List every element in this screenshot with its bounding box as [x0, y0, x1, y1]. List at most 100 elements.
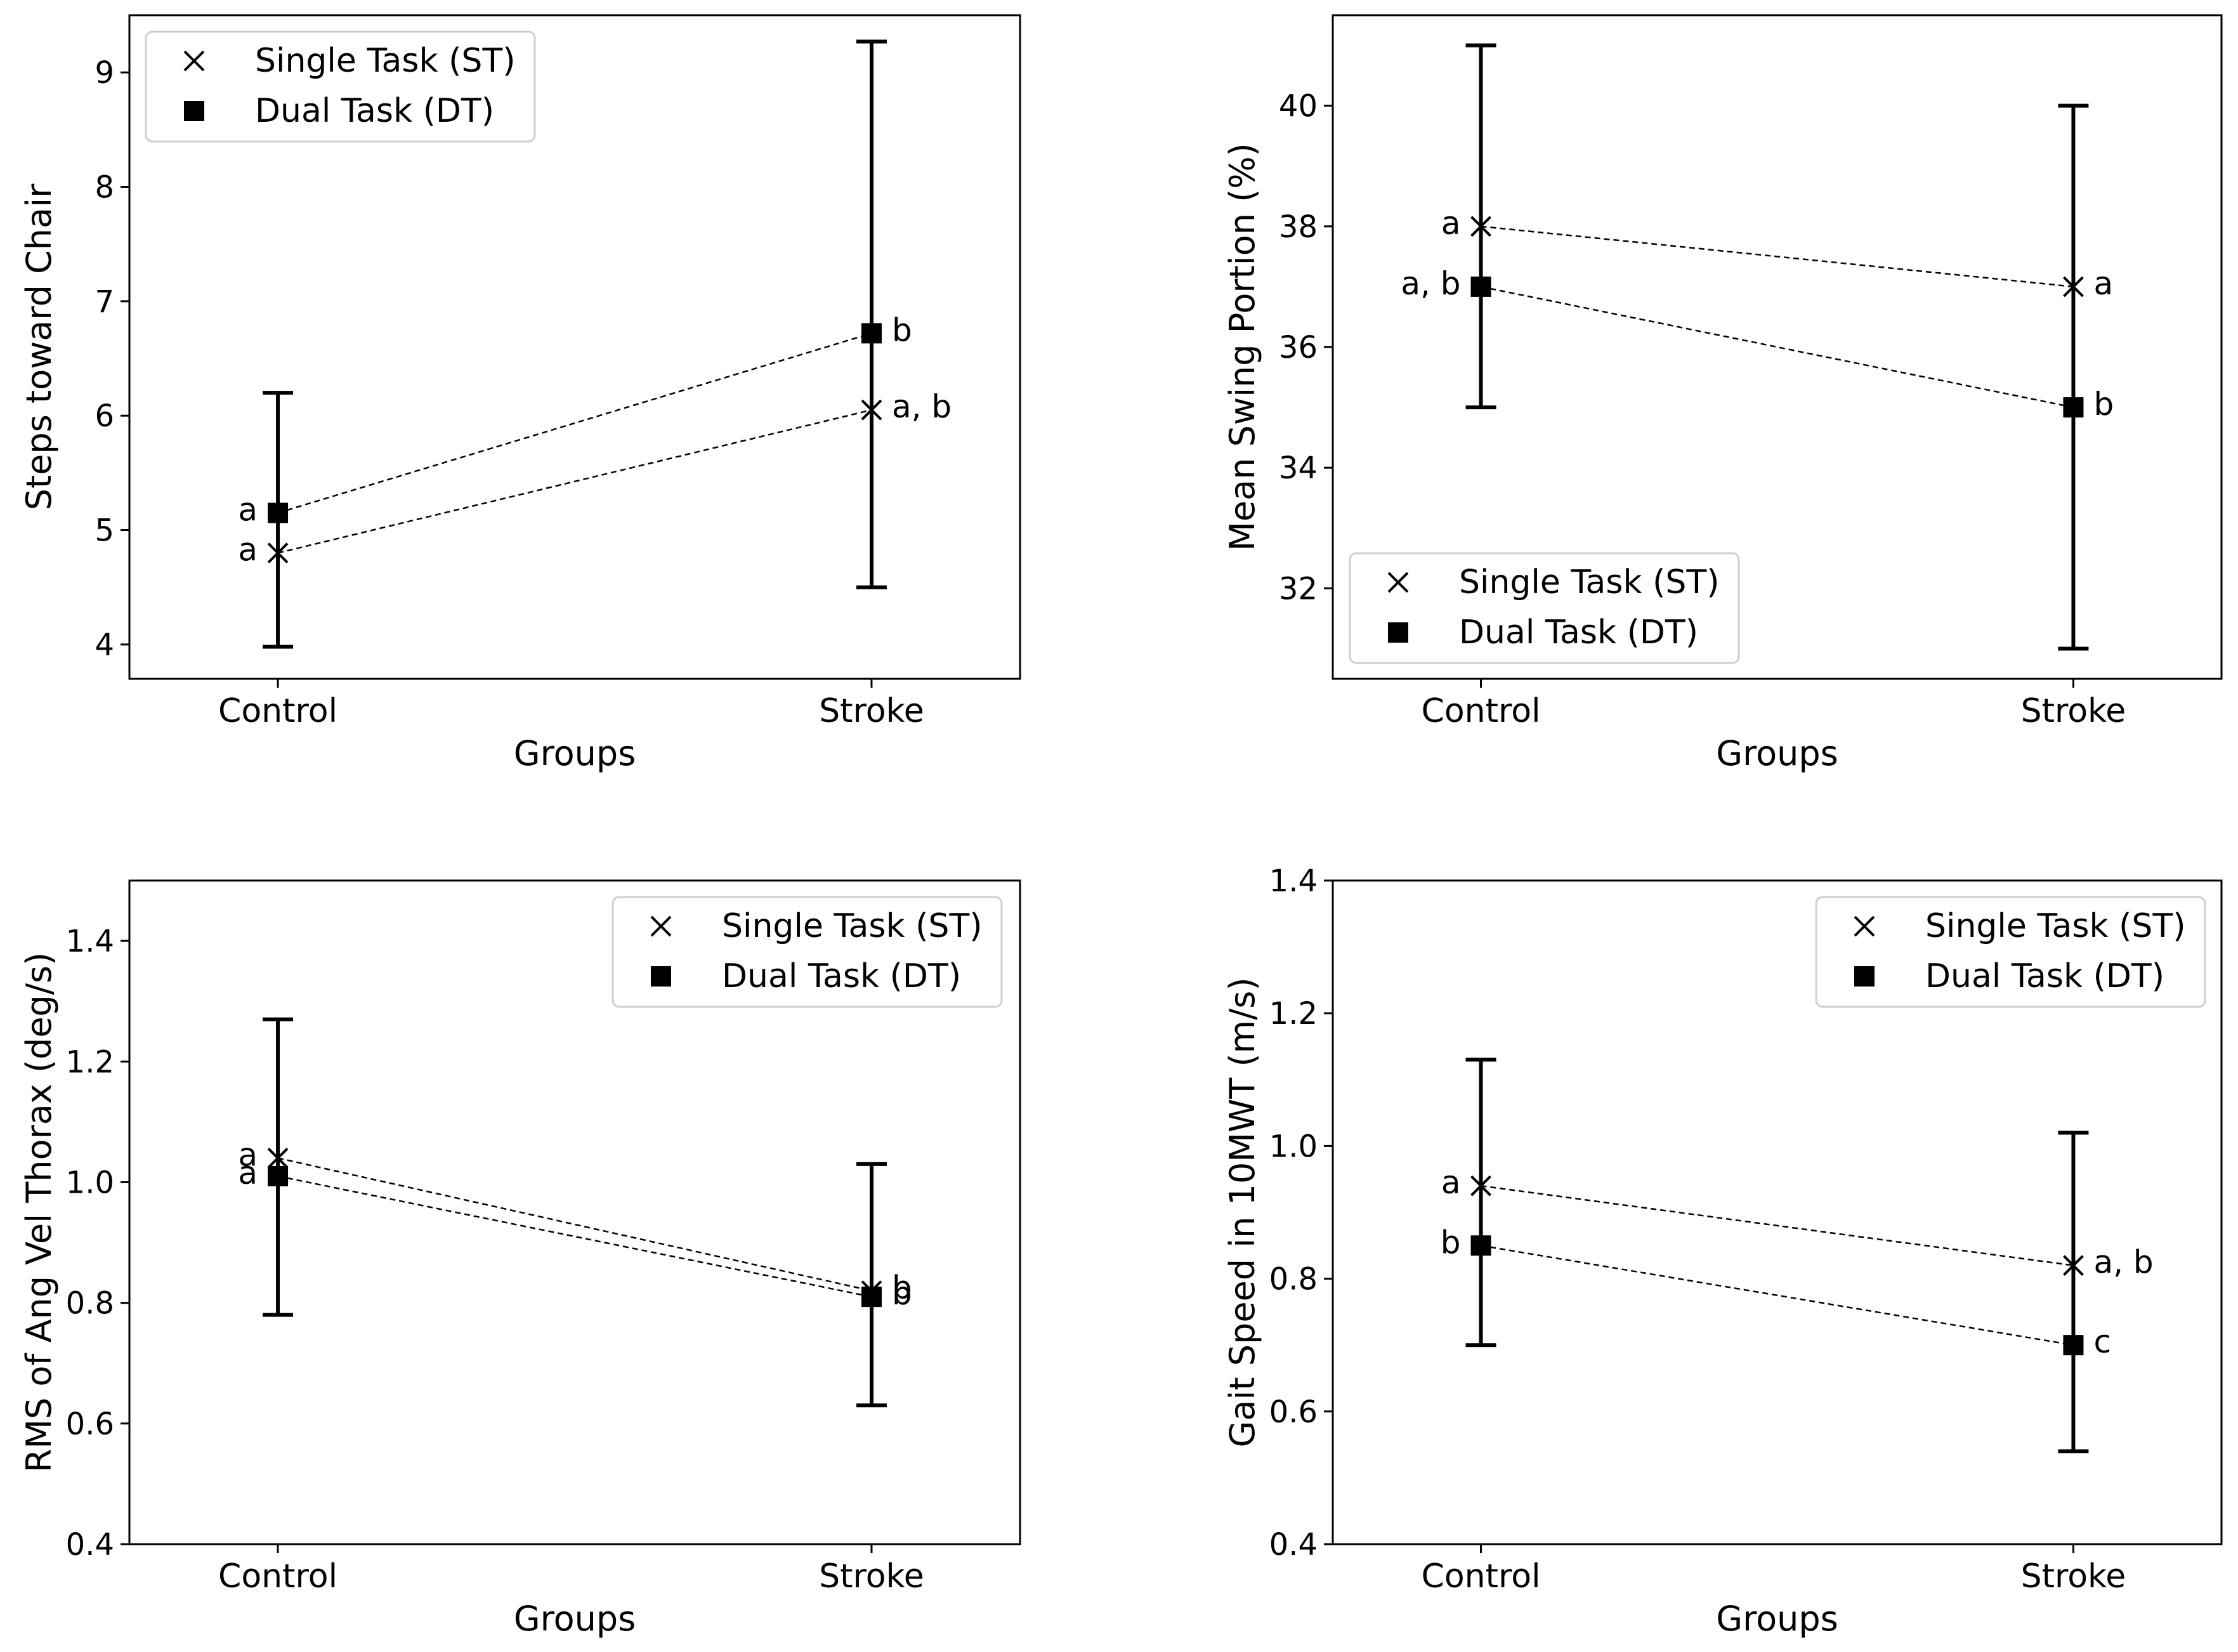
legend-dt-marker: [184, 101, 204, 121]
y-tick-label: 1.0: [1269, 1129, 1318, 1164]
y-tick-label: 6: [95, 398, 114, 434]
x-axis-label: Groups: [514, 733, 636, 773]
dt-point-stroke: [2063, 397, 2084, 418]
series-line-dt: [277, 1175, 872, 1298]
y-tick-label: 38: [1279, 209, 1318, 245]
point-annotation: a, b: [2093, 1244, 2153, 1281]
series-line-dt: [1481, 285, 2074, 409]
dt-point-control: [268, 502, 289, 523]
plot-frame: [128, 879, 1021, 1545]
dt-point-stroke: [861, 323, 882, 344]
point-annotation: a: [238, 1136, 258, 1173]
y-tick-label: 0.4: [66, 1527, 114, 1563]
legend-box: [1349, 552, 1740, 664]
y-tick-label: 7: [95, 284, 114, 320]
legend-st-marker: [1387, 572, 1409, 593]
legend-label-single-task: Single Task (ST): [255, 42, 516, 80]
x-tick-label: Stroke: [819, 692, 924, 730]
legend: Single Task (ST) Dual Task (DT): [1349, 552, 1740, 664]
error-bar-control: [1465, 1058, 1496, 1347]
y-tick-label: 8: [95, 170, 114, 206]
series-line-st: [277, 1157, 872, 1292]
legend-label-single-task: Single Task (ST): [1925, 907, 2186, 945]
point-annotation: b: [892, 1269, 912, 1306]
y-tick-label: 34: [1279, 450, 1318, 486]
dt-point-stroke: [2063, 1335, 2084, 1356]
point-annotation: a: [1441, 1164, 1461, 1201]
st-point-control: [1470, 216, 1491, 237]
y-tick-label: 5: [95, 513, 114, 549]
st-point-stroke: [861, 399, 882, 421]
x-axis-label: Groups: [1716, 733, 1838, 773]
series-line-dt: [1481, 1245, 2074, 1346]
legend: Single Task (ST) Dual Task (DT): [145, 30, 536, 143]
point-annotation: b: [2093, 386, 2114, 423]
y-tick-label: 1.2: [66, 1044, 114, 1080]
legend-label-single-task: Single Task (ST): [1459, 563, 1720, 601]
legend-label-dual-task: Dual Task (DT): [1925, 957, 2164, 995]
y-tick-label: 32: [1279, 571, 1318, 606]
series-line-st: [1481, 225, 2074, 288]
y-tick-label: 1.2: [1269, 996, 1318, 1032]
x-tick-label: Control: [1422, 692, 1541, 730]
plot-frame: [1332, 879, 2223, 1545]
dt-point-stroke: [861, 1287, 882, 1308]
point-annotation: a: [238, 532, 258, 568]
point-annotation: c: [2093, 1323, 2111, 1360]
st-point-control: [1470, 1175, 1491, 1196]
y-tick-label: 0.6: [1269, 1394, 1318, 1430]
point-annotation: b: [1441, 1224, 1461, 1261]
point-annotation: a: [238, 1155, 258, 1191]
st-point-stroke: [2063, 276, 2084, 298]
series-line-st: [1481, 1184, 2074, 1266]
error-bar-stroke: [2058, 1131, 2089, 1453]
series-line-st: [277, 409, 872, 554]
x-tick-label: Control: [1422, 1557, 1541, 1596]
y-tick-label: 1.0: [66, 1165, 114, 1200]
point-annotation: a, b: [892, 388, 952, 425]
error-bar-stroke: [2058, 103, 2089, 651]
legend-label-dual-task: Dual Task (DT): [722, 957, 961, 995]
x-axis-label: Groups: [1716, 1599, 1838, 1639]
y-tick-label: 1.4: [66, 924, 114, 959]
point-annotation: a, b: [1401, 265, 1460, 302]
y-axis-label: RMS of Ang Vel Thorax (deg/s): [19, 952, 59, 1472]
dt-point-control: [1470, 276, 1491, 297]
chart-panel-3: 0.4 0.6 0.8 1.0 1.2 1.4 Control Stroke Groups RMS…: [19, 879, 1021, 1639]
legend-dt-marker: [1388, 622, 1408, 643]
y-tick-label: 40: [1279, 89, 1318, 124]
x-axis-label: Groups: [514, 1599, 636, 1639]
point-annotation: a: [238, 492, 258, 528]
legend-box: [145, 30, 536, 143]
y-tick-label: 0.6: [66, 1406, 114, 1442]
point-annotation: b: [892, 311, 912, 348]
y-tick-label: 0.8: [66, 1286, 114, 1321]
legend-label-single-task: Single Task (ST): [722, 907, 983, 945]
x-tick-label: Control: [218, 1557, 337, 1596]
series-line-dt: [277, 332, 872, 514]
legend-box: [612, 896, 1003, 1008]
legend-label-dual-task: Dual Task (DT): [255, 92, 494, 130]
chart-panel-4: 0.4 0.6 0.8 1.0 1.2 1.4 Control Stroke Groups Gai…: [1222, 863, 2223, 1639]
legend-st-marker: [1854, 915, 1875, 937]
error-bar-stroke: [856, 1162, 887, 1408]
chart-panel-1: 4 5 6 7 8 9 Control Stroke Groups Steps toward Ch…: [19, 14, 1021, 773]
x-tick-label: Control: [218, 692, 337, 730]
legend-label-dual-task: Dual Task (DT): [1459, 613, 1698, 652]
y-axis-label: Gait Speed in 10MWT (m/s): [1222, 977, 1262, 1447]
y-axis-label: Mean Swing Portion (%): [1222, 143, 1262, 551]
chart-panel-2: 32 34 36 38 40 Control Stroke Groups Mean Swing …: [1222, 14, 2223, 773]
st-point-control: [267, 1148, 289, 1169]
legend: Single Task (ST) Dual Task (DT): [1815, 896, 2206, 1008]
y-axis-label: Steps toward Chair: [19, 183, 59, 510]
legend-box: [1815, 896, 2206, 1008]
y-tick-label: 9: [95, 55, 114, 91]
legend-st-marker: [183, 50, 205, 72]
x-tick-label: Stroke: [2021, 1557, 2126, 1596]
y-tick-label: 4: [95, 627, 114, 663]
error-bar-stroke: [856, 39, 887, 589]
point-annotation: b: [892, 1275, 912, 1312]
y-tick-label: 0.4: [1269, 1527, 1318, 1563]
